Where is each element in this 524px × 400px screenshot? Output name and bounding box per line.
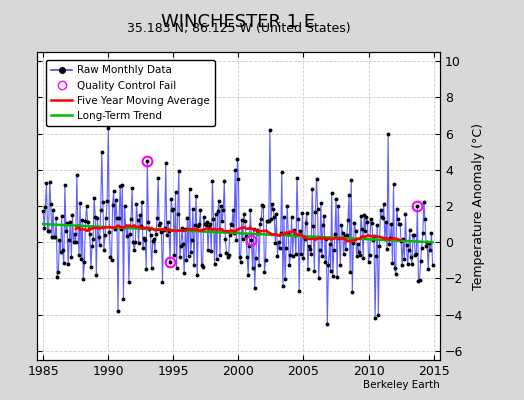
Text: Berkeley Earth: Berkeley Earth — [364, 380, 440, 390]
Legend: Raw Monthly Data, Quality Control Fail, Five Year Moving Average, Long-Term Tren: Raw Monthly Data, Quality Control Fail, … — [46, 60, 215, 126]
Title: WINCHESTER 1 E: WINCHESTER 1 E — [161, 13, 315, 31]
Text: 35.183 N, 86.125 W (United States): 35.183 N, 86.125 W (United States) — [127, 22, 350, 35]
Y-axis label: Temperature Anomaly (°C): Temperature Anomaly (°C) — [472, 122, 485, 290]
